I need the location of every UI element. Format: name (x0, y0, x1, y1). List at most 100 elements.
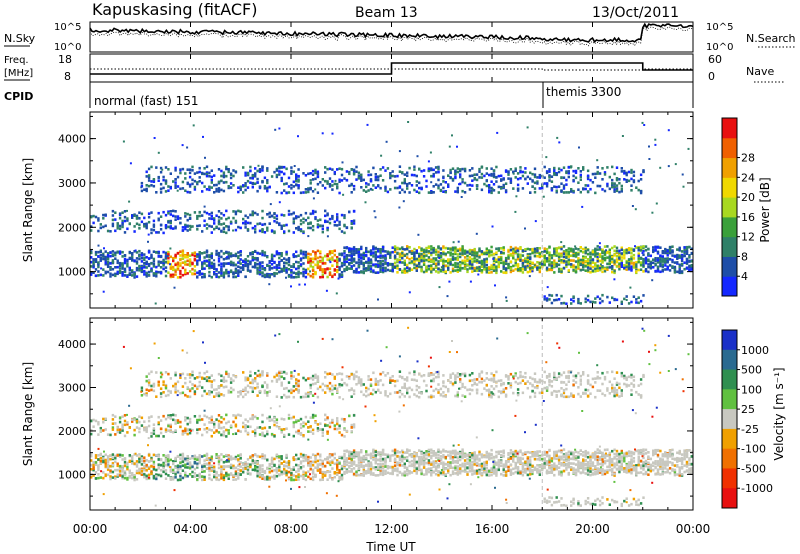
power-cell (242, 217, 245, 221)
power-cell (343, 231, 346, 235)
power-cell (307, 226, 310, 230)
velocity-cell (174, 476, 177, 479)
power-cell (155, 231, 158, 234)
velocity-cell (133, 462, 136, 465)
velocity-cell (225, 372, 228, 376)
power-cell (147, 240, 149, 243)
power-cell (444, 190, 447, 194)
power-cell (598, 259, 602, 263)
power-cell (521, 174, 525, 178)
power-cell (297, 264, 300, 268)
power-cell (403, 248, 406, 251)
power-cell (659, 262, 662, 266)
power-cell (316, 175, 320, 178)
power-cell (362, 189, 365, 192)
power-cell (396, 174, 399, 178)
power-cell (673, 271, 677, 274)
power-cell (204, 156, 206, 159)
velocity-cell (118, 428, 122, 431)
power-cell (536, 264, 539, 268)
power-cell (613, 269, 616, 273)
power-cell (131, 271, 134, 274)
power-cell (396, 271, 399, 274)
power-cell (201, 171, 204, 175)
power-cell (314, 171, 317, 175)
velocity-cell (198, 380, 201, 384)
power-cell (456, 249, 459, 253)
power-cell (630, 247, 633, 251)
power-cell (682, 185, 685, 188)
power-cell (434, 183, 438, 186)
power-cell (509, 168, 513, 171)
power-cell (302, 256, 305, 260)
power-cell (582, 268, 585, 271)
power-cell (217, 251, 221, 255)
power-cell (471, 253, 474, 257)
power-cell (437, 250, 440, 254)
power-cell (393, 250, 397, 254)
power-cell (466, 184, 469, 187)
power-cell (448, 145, 451, 148)
power-cell (615, 189, 619, 193)
power-cell (533, 264, 536, 267)
power-cell (164, 213, 168, 217)
power-cell (434, 257, 438, 260)
power-cell (273, 254, 276, 258)
velocity-cell (184, 381, 187, 385)
power-cell (278, 201, 281, 204)
power-cell (574, 171, 578, 174)
power-cell (647, 253, 650, 256)
power-cell (244, 171, 247, 175)
power-cell (594, 249, 597, 252)
velocity-cell (210, 385, 213, 389)
power-cell (227, 274, 230, 278)
power-cell (217, 210, 221, 213)
power-cell (461, 252, 464, 256)
velocity-cell (114, 415, 117, 418)
velocity-cell (176, 478, 180, 482)
power-cell (188, 191, 192, 194)
power-cell (444, 181, 447, 184)
power-cell (630, 177, 633, 181)
velocity-cell (150, 459, 153, 462)
power-cell (290, 274, 293, 277)
power-cell (145, 187, 148, 191)
power-cell (181, 252, 185, 255)
power-cell (131, 259, 134, 262)
power-cell (647, 270, 650, 274)
power-cell (299, 249, 303, 253)
power-cell (328, 185, 332, 188)
velocity-cell (198, 461, 201, 465)
power-cell (191, 267, 194, 271)
power-cell (415, 269, 418, 272)
power-cell (615, 258, 619, 261)
power-cell (275, 266, 279, 269)
power-cell (519, 177, 522, 180)
velocity-cell (222, 417, 226, 421)
velocity-cell (213, 388, 216, 392)
velocity-cell (186, 428, 189, 431)
power-cell (311, 269, 315, 272)
power-cell (521, 249, 525, 253)
power-cell (246, 259, 250, 263)
power-cell (266, 179, 269, 182)
power-cell (140, 270, 144, 273)
velocity-cell (138, 415, 141, 418)
velocity-cell (213, 423, 216, 426)
power-cell (635, 186, 638, 189)
power-cell (181, 273, 185, 277)
power-cell (381, 270, 385, 274)
power-cell (611, 260, 614, 264)
power-cell (314, 217, 317, 221)
power-cell (302, 253, 305, 256)
power-cell (437, 255, 440, 258)
power-cell (586, 258, 590, 261)
power-cell (128, 222, 131, 226)
power-cell (541, 187, 544, 190)
power-cell (166, 255, 169, 258)
power-cell (574, 266, 578, 269)
power-cell (430, 245, 433, 248)
power-cell (324, 171, 327, 174)
power-cell (179, 275, 182, 279)
velocity-cell (140, 424, 144, 427)
